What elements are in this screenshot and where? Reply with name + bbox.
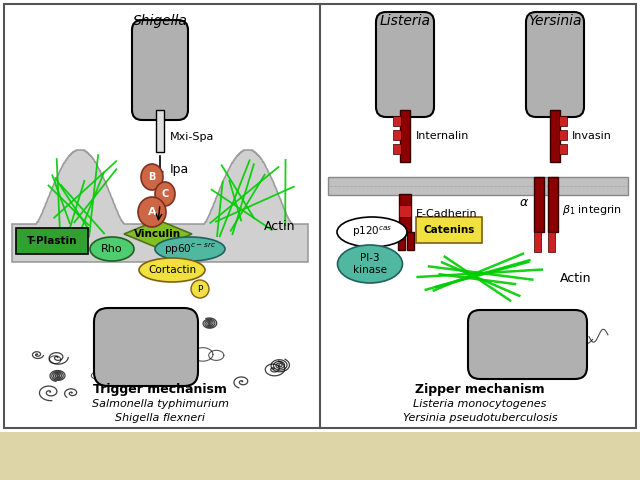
Ellipse shape xyxy=(141,164,163,190)
Text: Shigella flexneri: Shigella flexneri xyxy=(115,413,205,423)
Text: E-Cadherin: E-Cadherin xyxy=(416,209,477,219)
Ellipse shape xyxy=(155,182,175,206)
Text: Internalin: Internalin xyxy=(416,131,469,141)
FancyBboxPatch shape xyxy=(548,232,555,252)
Text: Vinculin: Vinculin xyxy=(134,229,182,239)
Text: PI-3
kinase: PI-3 kinase xyxy=(353,253,387,275)
FancyBboxPatch shape xyxy=(548,177,558,232)
FancyBboxPatch shape xyxy=(156,110,164,152)
FancyBboxPatch shape xyxy=(550,110,560,162)
FancyBboxPatch shape xyxy=(328,177,628,195)
Text: Yersinia: Yersinia xyxy=(528,14,582,28)
FancyBboxPatch shape xyxy=(393,116,401,126)
Text: Shigella: Shigella xyxy=(132,14,188,28)
Text: Zipper mechanism: Zipper mechanism xyxy=(415,384,545,396)
FancyBboxPatch shape xyxy=(393,130,401,140)
Text: Ipa: Ipa xyxy=(170,164,189,177)
Text: p120$^{cas}$: p120$^{cas}$ xyxy=(352,225,392,239)
Text: Actin: Actin xyxy=(264,219,295,232)
FancyBboxPatch shape xyxy=(559,116,567,126)
FancyBboxPatch shape xyxy=(526,12,584,117)
FancyBboxPatch shape xyxy=(393,144,401,154)
Text: Rho: Rho xyxy=(101,244,123,254)
FancyBboxPatch shape xyxy=(534,232,541,252)
FancyBboxPatch shape xyxy=(416,217,482,243)
Text: P: P xyxy=(197,285,203,293)
FancyBboxPatch shape xyxy=(468,310,587,379)
FancyBboxPatch shape xyxy=(400,110,410,162)
Ellipse shape xyxy=(191,280,209,298)
FancyBboxPatch shape xyxy=(559,144,567,154)
Text: Mxi-Spa: Mxi-Spa xyxy=(170,132,214,142)
Text: Yersinia pseudotuberculosis: Yersinia pseudotuberculosis xyxy=(403,413,557,423)
Text: B: B xyxy=(148,172,156,182)
FancyBboxPatch shape xyxy=(407,232,414,250)
Text: A: A xyxy=(148,207,156,217)
Ellipse shape xyxy=(155,237,225,261)
Ellipse shape xyxy=(90,237,134,261)
Ellipse shape xyxy=(337,217,407,247)
Ellipse shape xyxy=(138,197,166,227)
FancyBboxPatch shape xyxy=(16,228,88,254)
FancyBboxPatch shape xyxy=(534,177,544,232)
Ellipse shape xyxy=(337,245,403,283)
Text: $\alpha$: $\alpha$ xyxy=(519,195,529,208)
Text: Cortactin: Cortactin xyxy=(148,265,196,275)
Polygon shape xyxy=(12,150,308,262)
Text: Invasin: Invasin xyxy=(572,131,612,141)
Text: T-Plastin: T-Plastin xyxy=(27,236,77,246)
Text: C: C xyxy=(161,189,168,199)
Text: Actin: Actin xyxy=(560,273,591,286)
Text: Listeria: Listeria xyxy=(380,14,431,28)
FancyBboxPatch shape xyxy=(376,12,434,117)
FancyBboxPatch shape xyxy=(94,308,198,386)
FancyBboxPatch shape xyxy=(399,205,411,217)
Ellipse shape xyxy=(139,258,205,282)
FancyBboxPatch shape xyxy=(132,20,188,120)
FancyBboxPatch shape xyxy=(399,194,411,232)
Text: $\beta_1$ integrin: $\beta_1$ integrin xyxy=(562,203,622,217)
FancyBboxPatch shape xyxy=(398,232,405,250)
Text: Listeria monocytogenes: Listeria monocytogenes xyxy=(413,399,547,409)
Text: pp60$^{c-src}$: pp60$^{c-src}$ xyxy=(164,241,216,256)
FancyBboxPatch shape xyxy=(559,130,567,140)
Text: Механизм бактериальной инвазии у некоторых Грам-отрицательных бактерий: Механизм бактериальной инвазии у некотор… xyxy=(26,444,586,458)
Text: Salmonella typhimurium: Salmonella typhimurium xyxy=(92,399,228,409)
Polygon shape xyxy=(124,220,192,248)
Text: Catenins: Catenins xyxy=(423,225,475,235)
Text: Trigger mechanism: Trigger mechanism xyxy=(93,384,227,396)
